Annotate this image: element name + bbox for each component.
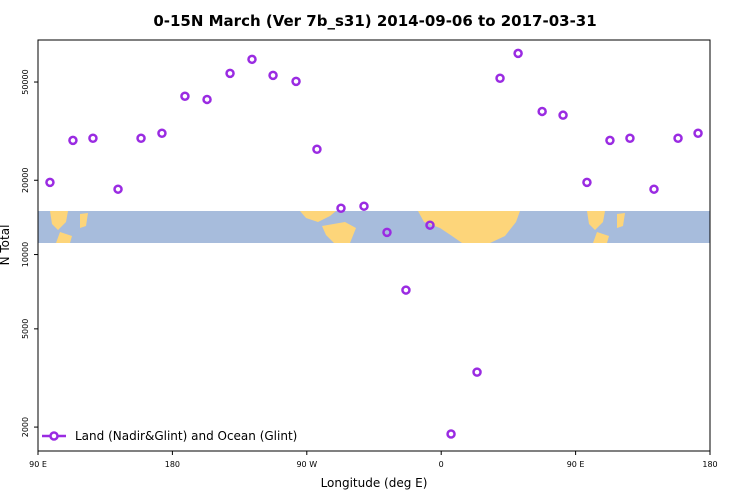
- plot-frame: [37, 39, 711, 452]
- point: [247, 54, 257, 65]
- legend-label: Land (Nadir&Glint) and Ocean (Glint): [75, 429, 297, 443]
- point: [401, 285, 411, 295]
- point: [605, 135, 615, 146]
- x-tick-label: 90 E: [567, 460, 585, 469]
- y-tick-label: 2000: [21, 417, 30, 437]
- point: [88, 133, 98, 143]
- x-tick-label: 180: [165, 460, 180, 469]
- x-tick-label: 180: [702, 460, 717, 469]
- y-tick-label: 50000: [21, 69, 30, 94]
- point: [157, 128, 167, 139]
- y-axis-label: N Total: [0, 225, 12, 266]
- point: [202, 94, 212, 105]
- point: [513, 48, 523, 59]
- x-tick-label: 90 W: [296, 460, 317, 469]
- point: [649, 184, 659, 194]
- point: [425, 220, 435, 230]
- point: [312, 144, 322, 155]
- x-tick-label: 90 E: [29, 460, 47, 469]
- point: [113, 184, 123, 194]
- point: [180, 91, 190, 101]
- point: [537, 106, 547, 117]
- point: [382, 227, 392, 238]
- map-strip: [38, 211, 710, 243]
- y-tick-label: 5000: [21, 319, 30, 339]
- legend-swatch: [49, 431, 59, 441]
- point: [558, 110, 568, 120]
- point: [359, 201, 369, 211]
- x-axis-label: Longitude (deg E): [321, 476, 428, 490]
- y-tick-label: 10000: [21, 242, 30, 267]
- point: [291, 76, 301, 87]
- point: [45, 177, 55, 188]
- point: [673, 133, 683, 143]
- point: [693, 128, 703, 139]
- point: [136, 133, 146, 143]
- x-tick-label: 0: [439, 460, 444, 469]
- point: [582, 177, 592, 188]
- point: [446, 429, 456, 439]
- point: [225, 68, 235, 79]
- chart-title: 0-15N March (Ver 7b_s31) 2014-09-06 to 2…: [153, 12, 596, 30]
- point: [68, 135, 78, 146]
- point: [336, 203, 346, 214]
- point: [268, 70, 278, 81]
- point: [625, 133, 635, 143]
- point: [472, 367, 482, 377]
- point: [495, 73, 505, 83]
- y-tick-label: 20000: [21, 168, 30, 193]
